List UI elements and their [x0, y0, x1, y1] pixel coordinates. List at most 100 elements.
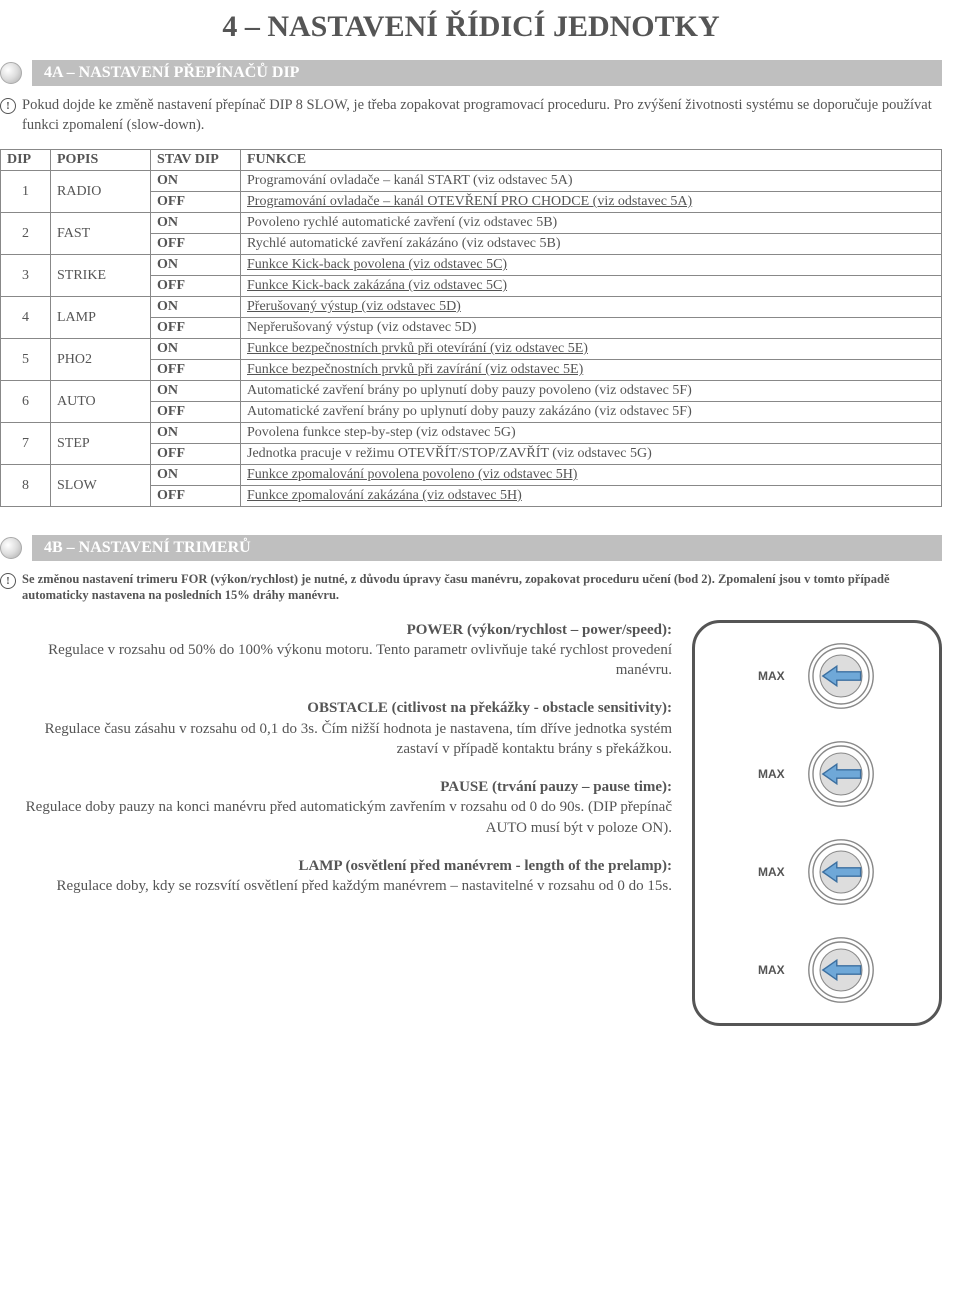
page-title: 4 – NASTAVENÍ ŘÍDICÍ JEDNOTKY — [0, 10, 942, 44]
cell-popis: PHO2 — [51, 339, 151, 381]
trimmer-body: Regulace času zásahu v rozsahu od 0,1 do… — [45, 721, 672, 757]
trimmer-title: PAUSE (trvání pauzy – pause time): — [440, 779, 672, 795]
cell-stav: ON — [151, 297, 241, 318]
trimmer-title: OBSTACLE (citlivost na překážky - obstac… — [307, 700, 672, 716]
table-row: 5PHO2ONFunkce bezpečnostních prvků při o… — [1, 339, 942, 360]
cell-dip: 1 — [1, 171, 51, 213]
trimmer-title: POWER (výkon/rychlost – power/speed): — [407, 622, 672, 638]
cell-stav: ON — [151, 465, 241, 486]
dial-label: MAX — [758, 865, 792, 879]
section-4a-note: ! Pokud dojde ke změně nastavení přepína… — [0, 96, 942, 135]
cell-funkce: Funkce zpomalování zakázána (viz odstave… — [241, 486, 942, 507]
section-4b-note: ! Se změnou nastavení trimeru FOR (výkon… — [0, 571, 942, 604]
trimmer-panel: MAX MAX MAX MAX — [692, 620, 942, 1026]
cell-dip: 8 — [1, 465, 51, 507]
dial-label: MAX — [758, 963, 792, 977]
dial-row: MAX — [707, 739, 927, 809]
cell-popis: SLOW — [51, 465, 151, 507]
cell-stav: OFF — [151, 486, 241, 507]
trimmer-description: LAMP (osvětlení před manévrem - length o… — [0, 856, 672, 897]
trimmer-description: POWER (výkon/rychlost – power/speed): Reg… — [0, 620, 672, 681]
dial-icon — [806, 641, 876, 711]
table-row: 8SLOWONFunkce zpomalování povolena povol… — [1, 465, 942, 486]
dial-label: MAX — [758, 669, 792, 683]
cell-stav: OFF — [151, 402, 241, 423]
cell-stav: OFF — [151, 192, 241, 213]
trimmer-block: POWER (výkon/rychlost – power/speed): Reg… — [0, 620, 942, 1026]
section-4a-header: 4A – NASTAVENÍ PŘEPÍNAČŮ DIP — [0, 60, 942, 86]
dial-icon — [806, 935, 876, 1005]
trimmer-body: Regulace doby pauzy na konci manévru pře… — [26, 799, 672, 835]
cell-stav: ON — [151, 213, 241, 234]
th-dip: DIP — [1, 150, 51, 171]
trimmer-title: LAMP (osvětlení před manévrem - length o… — [298, 858, 672, 874]
cell-popis: FAST — [51, 213, 151, 255]
table-row: 6AUTOONAutomatické zavření brány po uply… — [1, 381, 942, 402]
th-stav: STAV DIP — [151, 150, 241, 171]
cell-funkce: Funkce zpomalování povolena povoleno (vi… — [241, 465, 942, 486]
dial — [806, 739, 876, 809]
table-row: 3STRIKEONFunkce Kick-back povolena (viz … — [1, 255, 942, 276]
dial-label: MAX — [758, 767, 792, 781]
cell-stav: ON — [151, 255, 241, 276]
cell-popis: RADIO — [51, 171, 151, 213]
cell-popis: LAMP — [51, 297, 151, 339]
table-row: 2FASTONPovoleno rychlé automatické zavře… — [1, 213, 942, 234]
cell-funkce: Nepřerušovaný výstup (viz odstavec 5D) — [241, 318, 942, 339]
cell-stav: ON — [151, 339, 241, 360]
cell-funkce: Programování ovladače – kanál START (viz… — [241, 171, 942, 192]
cell-dip: 7 — [1, 423, 51, 465]
warning-icon: ! — [0, 573, 16, 589]
cell-funkce: Automatické zavření brány po uplynutí do… — [241, 402, 942, 423]
dial-row: MAX — [707, 837, 927, 907]
th-popis: POPIS — [51, 150, 151, 171]
cell-funkce: Přerušovaný výstup (viz odstavec 5D) — [241, 297, 942, 318]
trimmer-description: PAUSE (trvání pauzy – pause time): Regula… — [0, 777, 672, 838]
trimmer-description: OBSTACLE (citlivost na překážky - obstac… — [0, 698, 672, 759]
trimmer-body: Regulace v rozsahu od 50% do 100% výkonu… — [48, 642, 672, 678]
trimmer-descriptions: POWER (výkon/rychlost – power/speed): Reg… — [0, 620, 672, 1026]
cell-stav: OFF — [151, 234, 241, 255]
dial-icon — [806, 837, 876, 907]
cell-funkce: Povoleno rychlé automatické zavření (viz… — [241, 213, 942, 234]
cell-popis: STRIKE — [51, 255, 151, 297]
cell-dip: 3 — [1, 255, 51, 297]
cell-funkce: Funkce Kick-back zakázána (viz odstavec … — [241, 276, 942, 297]
cell-popis: AUTO — [51, 381, 151, 423]
warning-icon: ! — [0, 98, 16, 114]
dial — [806, 837, 876, 907]
bullet-icon — [0, 537, 22, 559]
cell-dip: 5 — [1, 339, 51, 381]
cell-popis: STEP — [51, 423, 151, 465]
table-row: 4LAMPONPřerušovaný výstup (viz odstavec … — [1, 297, 942, 318]
section-4a-title: 4A – NASTAVENÍ PŘEPÍNAČŮ DIP — [32, 60, 942, 86]
note-text: Pokud dojde ke změně nastavení přepínač … — [22, 96, 942, 135]
table-row: 7STEPONPovolena funkce step-by-step (viz… — [1, 423, 942, 444]
cell-stav: OFF — [151, 276, 241, 297]
cell-funkce: Povolena funkce step-by-step (viz odstav… — [241, 423, 942, 444]
cell-stav: ON — [151, 381, 241, 402]
section-4b-title: 4B – NASTAVENÍ TRIMERŮ — [32, 535, 942, 561]
cell-funkce: Jednotka pracuje v režimu OTEVŘÍT/STOP/Z… — [241, 444, 942, 465]
cell-stav: ON — [151, 171, 241, 192]
cell-funkce: Funkce bezpečnostních prvků při zavírání… — [241, 360, 942, 381]
cell-stav: OFF — [151, 444, 241, 465]
cell-funkce: Automatické zavření brány po uplynutí do… — [241, 381, 942, 402]
cell-funkce: Funkce bezpečnostních prvků při otevírán… — [241, 339, 942, 360]
cell-funkce: Funkce Kick-back povolena (viz odstavec … — [241, 255, 942, 276]
dial-row: MAX — [707, 641, 927, 711]
cell-dip: 6 — [1, 381, 51, 423]
bullet-icon — [0, 62, 22, 84]
table-row: 1RADIOONProgramování ovladače – kanál ST… — [1, 171, 942, 192]
cell-stav: OFF — [151, 360, 241, 381]
trimmer-body: Regulace doby, kdy se rozsvítí osvětlení… — [56, 878, 672, 894]
cell-funkce: Programování ovladače – kanál OTEVŘENÍ P… — [241, 192, 942, 213]
cell-stav: ON — [151, 423, 241, 444]
dial — [806, 641, 876, 711]
dip-table: DIP POPIS STAV DIP FUNKCE 1RADIOONProgra… — [0, 149, 942, 507]
th-funkce: FUNKCE — [241, 150, 942, 171]
cell-stav: OFF — [151, 318, 241, 339]
dial-icon — [806, 739, 876, 809]
section-4b-header: 4B – NASTAVENÍ TRIMERŮ — [0, 535, 942, 561]
dial-row: MAX — [707, 935, 927, 1005]
